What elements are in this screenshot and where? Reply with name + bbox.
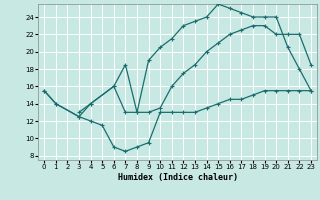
X-axis label: Humidex (Indice chaleur): Humidex (Indice chaleur) [118, 173, 238, 182]
